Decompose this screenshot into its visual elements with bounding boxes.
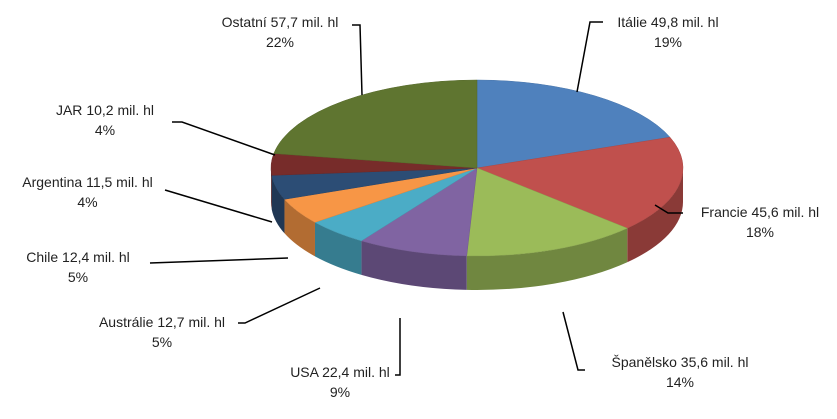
leader-line <box>395 318 401 376</box>
label-value: 12,7 mil. hl <box>157 314 226 330</box>
slice-side <box>271 175 285 234</box>
data-label: USA 22,4 mil. hl 9% <box>255 362 425 402</box>
label-category: Argentina <box>22 174 83 190</box>
label-percent: 22% <box>265 34 295 50</box>
slice-side <box>284 199 315 257</box>
label-value: 12,4 mil. hl <box>62 249 130 265</box>
label-value: 35,6 mil. hl <box>680 354 749 370</box>
label-category: USA <box>290 364 319 380</box>
slice-side <box>314 222 362 275</box>
label-value: 49,8 mil. hl <box>650 14 719 30</box>
leader-line <box>654 204 683 214</box>
leader-line <box>352 24 363 96</box>
slice <box>476 79 671 169</box>
label-category: Itálie <box>617 14 647 30</box>
label-category: Španělsko <box>611 354 677 370</box>
slice-side <box>361 240 467 290</box>
slice-side <box>271 168 272 210</box>
slice-side <box>627 168 683 263</box>
leader-line <box>238 287 321 324</box>
label-value: 45,6 mil. hl <box>751 204 820 220</box>
leader-line <box>164 189 273 223</box>
label-category: Francie <box>700 204 748 220</box>
data-label: JAR 10,2 mil. hl 4% <box>20 100 190 140</box>
label-percent: 5% <box>151 334 173 350</box>
label-percent: 9% <box>329 384 351 400</box>
label-percent: 5% <box>67 269 89 285</box>
slice <box>360 167 478 257</box>
slice <box>273 79 478 169</box>
label-percent: 4% <box>77 194 98 210</box>
label-category: Austrálie <box>98 314 154 330</box>
data-label: Itálie 49,8 mil. hl 19% <box>583 12 753 52</box>
leader-line <box>149 257 289 264</box>
data-label: Španělsko 35,6 mil. hl 14% <box>590 352 770 392</box>
label-category: JAR <box>55 102 83 118</box>
slice <box>466 167 628 257</box>
label-percent: 19% <box>653 34 683 50</box>
label-percent: 14% <box>665 374 695 390</box>
leader-line <box>576 21 603 93</box>
label-value: 22,4 mil. hl <box>322 364 390 380</box>
slice-side <box>466 228 628 290</box>
data-label: Ostatní 57,7 mil. hl 22% <box>195 12 365 52</box>
label-percent: 4% <box>94 122 116 138</box>
label-value: 57,7 mil. hl <box>270 14 339 30</box>
label-percent: 18% <box>745 224 775 240</box>
data-label: Argentina 11,5 mil. hl 4% <box>5 172 170 212</box>
label-category: Chile <box>26 249 59 265</box>
leader-line <box>172 121 276 156</box>
data-label: Austrálie 12,7 mil. hl 5% <box>82 312 242 352</box>
slice <box>476 136 684 229</box>
data-label: Chile 12,4 mil. hl 5% <box>0 247 156 287</box>
label-value: 10,2 mil. hl <box>86 102 155 118</box>
leader-lines <box>149 21 683 376</box>
label-value: 11,5 mil. hl <box>86 174 153 190</box>
leader-line <box>562 311 585 371</box>
label-category: Ostatní <box>221 14 267 30</box>
data-label: Francie 45,6 mil. hl 18% <box>675 202 837 242</box>
